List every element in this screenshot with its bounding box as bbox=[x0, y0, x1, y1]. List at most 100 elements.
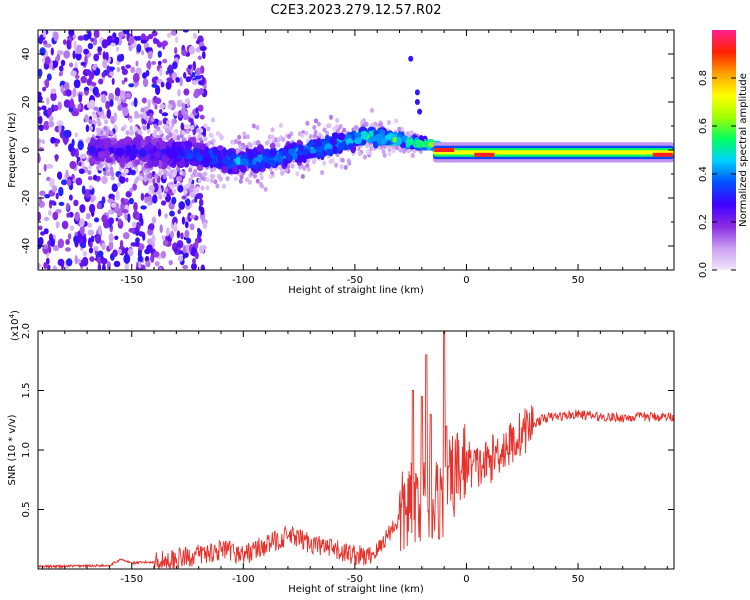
spectrogram-halo-cell bbox=[239, 174, 244, 180]
spectrogram-noise-cell bbox=[106, 65, 110, 75]
spectrogram-noise-cell bbox=[180, 122, 184, 131]
spectrogram-halo-cell bbox=[366, 149, 371, 155]
spectrogram-noise-cell bbox=[128, 197, 134, 205]
spectrogram-noise-cell bbox=[162, 58, 168, 64]
spectrogram-panel: -150 -100 -50 0 50 -40 -20 0 20 40 Height of stra… bbox=[7, 29, 675, 296]
spectrogram-noise-cell bbox=[94, 217, 100, 223]
spectrogram-halo-cell bbox=[312, 125, 317, 130]
spectrogram-halo-cell bbox=[150, 117, 155, 123]
spectrogram-noise-cell bbox=[145, 260, 151, 268]
spectrogram-cell bbox=[298, 145, 305, 152]
spectrogram-cell bbox=[285, 152, 291, 161]
spectrogram-cell bbox=[222, 147, 227, 157]
spectrogram-noise-cell bbox=[151, 30, 158, 37]
spectrogram-cell bbox=[269, 149, 277, 157]
spectrogram-noise-cell bbox=[127, 248, 134, 257]
spectrogram-noise-cell bbox=[93, 106, 99, 111]
spectrogram-noise-cell bbox=[170, 30, 178, 36]
spectrogram-halo-cell bbox=[130, 130, 135, 136]
spectrogram-noise-cell bbox=[55, 221, 60, 229]
spectrogram-noise-cell bbox=[142, 72, 147, 79]
spectrogram-halo-cell bbox=[343, 165, 348, 170]
spectrogram-cell bbox=[408, 55, 414, 62]
spectrogram-noise-cell bbox=[197, 88, 204, 95]
spectrogram-noise-cell bbox=[123, 232, 130, 240]
spectrogram-noise-cell bbox=[108, 92, 115, 102]
spectrogram-cell bbox=[368, 130, 374, 138]
spectrogram-halo-cell bbox=[211, 173, 216, 179]
spectrogram-noise-cell bbox=[162, 43, 166, 50]
spectrogram-halo-cell bbox=[93, 113, 97, 119]
spectrogram-noise-cell bbox=[51, 185, 58, 193]
spectrogram-noise-cell bbox=[187, 64, 192, 70]
spectrogram-noise-cell bbox=[118, 31, 125, 37]
spectrogram-cell bbox=[109, 147, 115, 153]
spectrogram-noise-cell bbox=[65, 89, 72, 97]
spectrogram-halo-cell bbox=[201, 172, 206, 178]
spectrogram-noise-cell bbox=[112, 249, 118, 257]
colorbar-label: Normalized spectral amplitude bbox=[738, 73, 749, 227]
spectrogram-halo-cell bbox=[165, 135, 170, 141]
spectrogram-noise-cell bbox=[38, 142, 41, 148]
spectrogram-noise-cell bbox=[191, 262, 197, 270]
spectrogram-noise-cell bbox=[194, 75, 202, 80]
spectrogram-cell bbox=[97, 151, 106, 160]
spectrogram-noise-cell bbox=[48, 120, 55, 128]
spectrogram-noise-cell bbox=[108, 233, 114, 243]
spectrogram-halo-cell bbox=[340, 157, 345, 163]
spectrogram-noise-cell bbox=[110, 42, 116, 47]
spectrogram-noise-cell bbox=[141, 49, 145, 56]
spectrogram-noise-cell bbox=[69, 62, 74, 68]
spectrogram-halo-cell bbox=[381, 149, 386, 155]
spectrogram-noise-cell bbox=[119, 175, 126, 184]
spectrogram-cell bbox=[252, 158, 257, 165]
spectrogram-noise-cell bbox=[48, 115, 54, 122]
spectrogram-noise-cell bbox=[46, 73, 52, 81]
spectrogram-halo-cell bbox=[248, 142, 253, 148]
spectrogram-noise-cell bbox=[84, 114, 89, 123]
spectrogram-noise-cell bbox=[125, 177, 129, 183]
spectrogram-cell bbox=[354, 132, 362, 138]
spectrogram-noise-cell bbox=[181, 216, 185, 225]
spectrogram-noise-cell bbox=[140, 218, 144, 226]
spectrogram-halo-cell bbox=[363, 154, 367, 160]
spectrogram-halo-cell bbox=[409, 130, 414, 136]
spectrogram-halo-cell bbox=[116, 182, 121, 187]
spectrogram-noise-cell bbox=[198, 80, 205, 86]
spectrogram-halo-cell bbox=[295, 171, 300, 177]
spectrogram-cell bbox=[414, 99, 420, 105]
spectrogram-noise-cell bbox=[170, 230, 174, 239]
spectrogram-noise-cell bbox=[87, 30, 92, 40]
spectrogram-cell bbox=[158, 141, 167, 150]
spectrogram-halo-cell bbox=[125, 130, 130, 136]
spectrogram-halo-cell bbox=[178, 176, 183, 182]
spectrogram-noise-cell bbox=[90, 99, 95, 108]
spectrogram-noise-cell bbox=[55, 192, 59, 200]
spectrogram-noise-cell bbox=[44, 194, 51, 199]
spectrogram-cell bbox=[226, 149, 233, 156]
spectrogram-cell bbox=[262, 148, 272, 157]
spectrogram-cell bbox=[414, 89, 420, 96]
spectrogram-cell bbox=[359, 130, 369, 139]
spectrogram-noise-cell bbox=[38, 153, 41, 163]
spectrogram-hotspot bbox=[434, 148, 455, 152]
spectrogram-halo-cell bbox=[194, 172, 199, 178]
spectrogram-noise-cell bbox=[119, 239, 124, 250]
spectrogram-cell bbox=[222, 156, 230, 166]
spectrogram-noise-cell bbox=[87, 42, 94, 50]
y-tick-label: 20 bbox=[21, 96, 32, 109]
spectrogram-halo-cell bbox=[369, 146, 374, 152]
spectrogram-noise-cell bbox=[52, 265, 57, 270]
spectrogram-noise-cell bbox=[168, 64, 173, 71]
spectrogram-noise-cell bbox=[61, 220, 69, 230]
spectrogram-noise-cell bbox=[43, 40, 48, 45]
spectrogram-cell bbox=[102, 137, 112, 144]
spectrogram-halo-cell bbox=[158, 194, 163, 200]
spectrogram-halo-cell bbox=[335, 124, 339, 130]
spectrogram-noise-cell bbox=[127, 213, 131, 223]
spectrogram-ylabel: Frequency (Hz) bbox=[7, 112, 18, 188]
spectrogram-halo-cell bbox=[234, 176, 238, 182]
spectrogram-noise-cell bbox=[120, 197, 126, 204]
spectrogram-cell bbox=[183, 161, 190, 168]
